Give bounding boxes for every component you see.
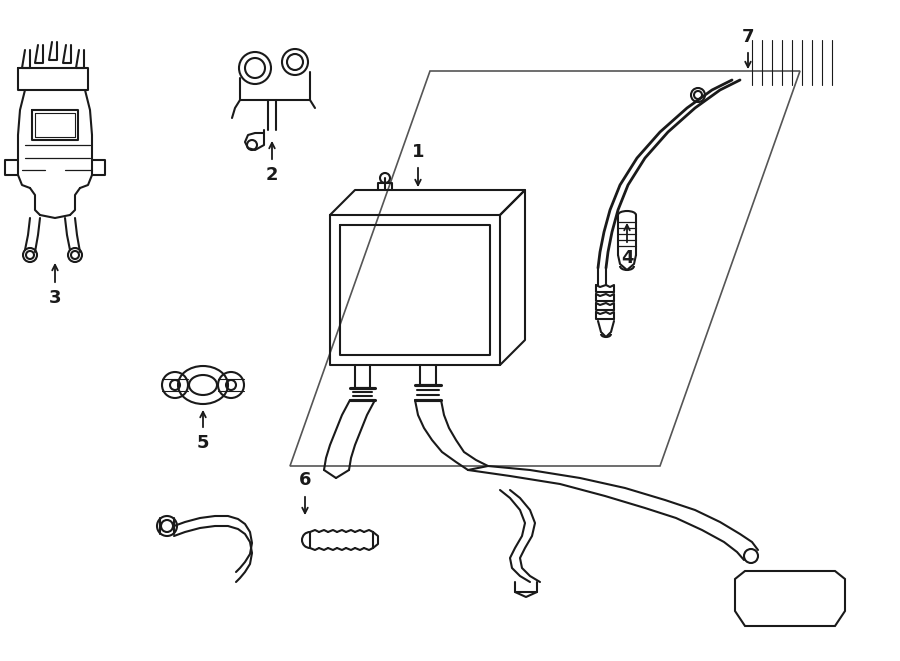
Text: 3: 3: [49, 289, 61, 307]
Text: 2: 2: [266, 166, 278, 184]
Text: 5: 5: [197, 434, 209, 452]
Text: 7: 7: [742, 28, 754, 46]
Text: 1: 1: [412, 143, 424, 161]
Text: 6: 6: [299, 471, 311, 489]
Text: 4: 4: [621, 249, 634, 267]
